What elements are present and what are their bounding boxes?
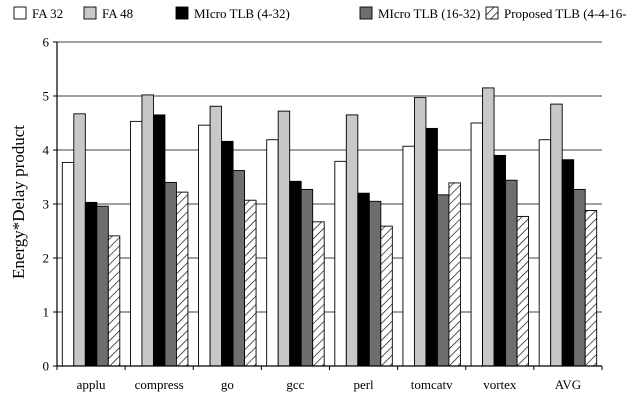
y-tick-label: 6 (43, 35, 50, 50)
bar (62, 162, 74, 366)
y-tick-label: 0 (43, 359, 50, 374)
bar (562, 160, 574, 366)
bar (335, 161, 347, 366)
bar (74, 114, 86, 366)
bar (313, 222, 325, 366)
bar (358, 193, 370, 366)
y-tick-label: 1 (43, 305, 50, 320)
bar (233, 171, 245, 366)
x-tick-label: gcc (286, 377, 304, 392)
bar (369, 201, 381, 366)
x-tick-label: compress (135, 377, 184, 392)
bar (506, 180, 518, 366)
bar (267, 140, 279, 366)
legend-swatch (486, 7, 498, 19)
bar (414, 98, 426, 366)
bar (381, 226, 393, 366)
bar (449, 183, 461, 366)
x-tick-label: go (221, 377, 234, 392)
bar (165, 182, 177, 366)
bar (574, 189, 586, 366)
bar (471, 123, 483, 366)
bar (290, 181, 302, 366)
x-tick-label: perl (353, 377, 374, 392)
y-tick-label: 2 (43, 251, 50, 266)
bar (222, 141, 234, 366)
bar (539, 140, 551, 366)
bar (437, 195, 449, 366)
bar (130, 121, 142, 366)
bar (142, 95, 154, 366)
y-tick-label: 5 (43, 89, 50, 104)
bar (346, 115, 358, 366)
bar (153, 115, 165, 366)
bar (199, 125, 211, 366)
legend-swatch (360, 7, 372, 19)
x-tick-label: applu (77, 377, 106, 392)
bar (517, 216, 529, 366)
x-tick-label: vortex (483, 377, 517, 392)
legend-label: Proposed TLB (4-4-16-16) (504, 6, 626, 21)
x-tick-label: AVG (555, 377, 582, 392)
legend-swatch (84, 7, 96, 19)
bar (210, 106, 222, 366)
legend-swatch (14, 7, 26, 19)
bar (176, 192, 188, 366)
legend-label: MIcro TLB (16-32) (378, 6, 480, 21)
bars (62, 88, 596, 366)
bar (494, 155, 506, 366)
y-axis-label: Energy*Delay product (9, 125, 28, 279)
bar (403, 146, 415, 366)
bar (85, 202, 97, 366)
legend-label: FA 32 (32, 6, 63, 21)
bar (108, 236, 120, 366)
legend: FA 32 FA 48 MIcro TLB (4-32) MIcro TLB (16-… (14, 6, 626, 21)
x-tick-label: tomcatv (411, 377, 453, 392)
bar (97, 206, 109, 366)
legend-label: FA 48 (102, 6, 133, 21)
bar (301, 189, 313, 366)
bar (551, 104, 563, 366)
bar (426, 128, 438, 366)
bar (278, 111, 290, 366)
bar (245, 200, 257, 366)
legend-swatch (176, 7, 188, 19)
y-tick-label: 4 (43, 143, 50, 158)
bar (483, 88, 495, 366)
legend-label: MIcro TLB (4-32) (194, 6, 290, 21)
bar (585, 210, 597, 366)
y-tick-label: 3 (43, 197, 50, 212)
